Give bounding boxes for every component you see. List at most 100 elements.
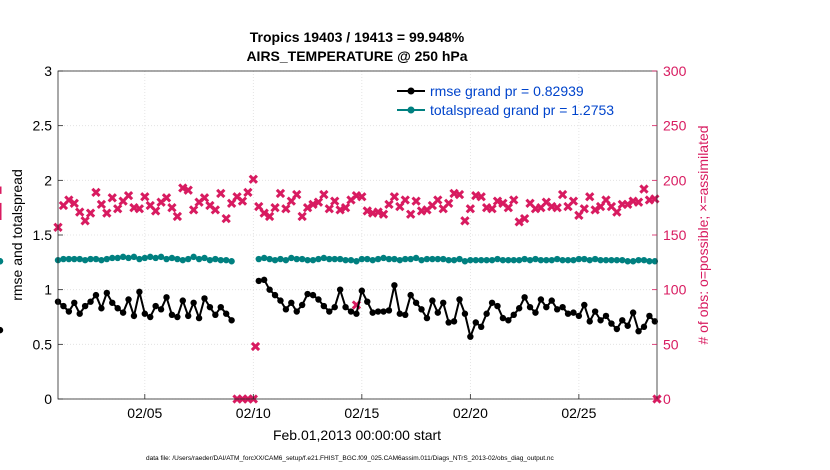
obs-stroke (330, 196, 340, 206)
obs-stroke (639, 184, 649, 194)
spread-point (369, 256, 376, 264)
rmse-point (315, 296, 322, 303)
rmse-point (114, 305, 121, 312)
obs-marker (319, 189, 329, 200)
rmse-point (450, 318, 458, 325)
rmse-point (467, 333, 474, 340)
spread-point (619, 256, 626, 264)
spread-point (141, 254, 149, 262)
rmse-point (163, 294, 170, 301)
rmse-point (168, 311, 176, 319)
rmse-point (282, 306, 290, 313)
rmse-point (472, 319, 479, 326)
spread-point (206, 256, 214, 264)
obs-stroke (167, 203, 177, 213)
x-tick-label: 02/10 (236, 405, 271, 421)
obs-stroke (400, 195, 410, 205)
spread-point (461, 258, 469, 265)
rmse-point (494, 302, 501, 310)
obs-stroke (492, 196, 503, 206)
spread-point (548, 256, 555, 264)
spread-point (315, 255, 322, 263)
rmse-point (320, 302, 328, 310)
rmse-point (429, 297, 436, 304)
rmse-point (326, 308, 333, 315)
rmse-point (304, 290, 311, 298)
spread-point (190, 253, 197, 261)
spread-point (174, 255, 181, 263)
rmse-point (255, 277, 262, 285)
obs-marker-outlier (250, 341, 261, 352)
spread-point (130, 253, 138, 261)
obs-stroke (568, 196, 579, 206)
rmse-point (478, 323, 485, 331)
obs-stroke (259, 208, 269, 218)
rmse-point (87, 298, 94, 305)
spread-point (266, 255, 273, 263)
spread-point (429, 255, 436, 263)
obs-stroke (151, 206, 161, 216)
spread-point (402, 255, 409, 263)
spread-point (591, 255, 599, 263)
rmse-point (298, 301, 306, 309)
y-tick-label-right: 100 (663, 282, 687, 298)
spread-point (418, 256, 425, 264)
spread-point (353, 258, 360, 265)
rmse-point (60, 302, 67, 310)
spread-point (478, 256, 485, 264)
rmse-point (423, 314, 431, 322)
rmse-point (581, 301, 588, 309)
spread-point (559, 256, 566, 264)
rmse-point (586, 318, 593, 325)
spread-point (119, 253, 127, 261)
obs-stroke (178, 183, 188, 193)
obs-marker (183, 185, 193, 195)
spread-point (163, 255, 170, 263)
obs-marker (188, 205, 199, 215)
obs-stroke (319, 189, 329, 200)
obs-marker (237, 196, 248, 206)
obs-stroke (519, 213, 530, 224)
obs-marker (324, 204, 334, 214)
spread-point (81, 256, 89, 264)
obs-marker (357, 192, 367, 202)
rmse-point (575, 312, 583, 320)
rmse-point (591, 308, 599, 315)
spread-point (586, 256, 593, 264)
obs-marker (384, 199, 394, 210)
obs-marker (476, 192, 486, 202)
spread-point (440, 255, 447, 263)
obs-marker (612, 207, 622, 217)
obs-marker (172, 211, 183, 222)
obs-stroke (275, 188, 286, 199)
obs-stroke (378, 209, 389, 219)
spread-point (434, 255, 442, 263)
obs-marker (487, 204, 497, 214)
rmse-point (543, 303, 550, 311)
spread-point (195, 255, 203, 263)
spread-point (304, 256, 311, 264)
obs-marker (443, 198, 454, 208)
rmse-point (434, 309, 442, 316)
rmse-point (141, 310, 149, 317)
obs-marker (519, 213, 530, 224)
rmse-point (461, 310, 469, 317)
x-axis-label: Feb.01,2013 00:00:00 start (273, 427, 441, 443)
y-tick-label-right: 300 (663, 63, 687, 79)
obs-stroke (362, 206, 372, 216)
y-axis-label-left: rmse and totalspread (9, 169, 25, 301)
rmse-point (206, 303, 214, 311)
rmse-point (440, 299, 447, 306)
spread-point (336, 255, 344, 263)
obs-stroke (205, 200, 215, 211)
spread-point (613, 256, 621, 264)
spread-point (505, 256, 512, 264)
obs-marker (579, 204, 589, 214)
spread-point (157, 253, 165, 261)
spread-point (651, 258, 659, 265)
rmse-point (488, 299, 496, 306)
rmse-point (374, 308, 382, 315)
obs-marker (509, 195, 519, 205)
spread-point (320, 254, 328, 262)
rmse-point (185, 312, 192, 320)
